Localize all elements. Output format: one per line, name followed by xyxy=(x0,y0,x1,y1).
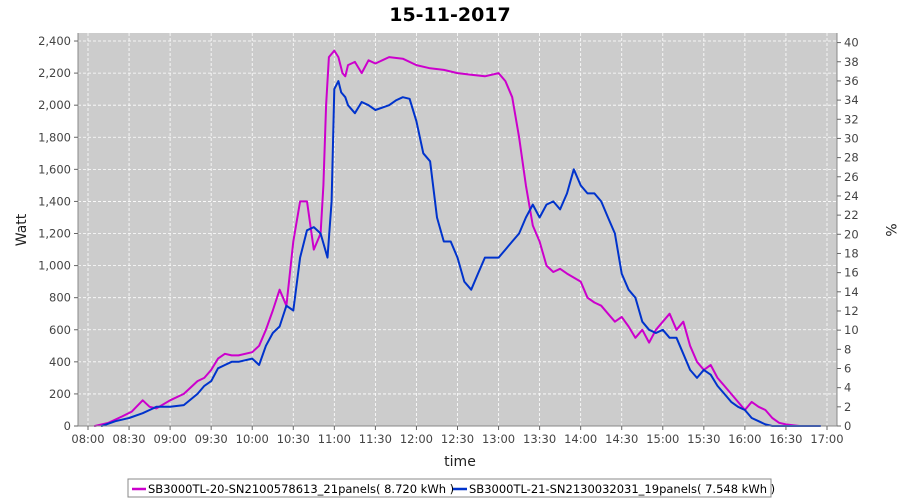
legend-label-series-2: SB3000TL-21-SN2130032031_19panels( 7.548… xyxy=(469,482,775,496)
y2-tick-label: 24 xyxy=(844,189,859,203)
chart-title: 15-11-2017 xyxy=(389,4,511,26)
y2-tick-label: 2 xyxy=(844,400,851,414)
y2-tick-label: 34 xyxy=(844,93,859,107)
series-line-2 xyxy=(100,80,822,427)
x-tick-label: 13:30 xyxy=(523,432,556,446)
y-tick-label: 1,000 xyxy=(38,259,71,273)
y2-tick-label: 22 xyxy=(844,208,859,222)
y-tick-label: 600 xyxy=(49,323,71,337)
legend: SB3000TL-20-SN2100578613_21panels( 8.720… xyxy=(127,478,775,498)
x-tick-label: 16:30 xyxy=(769,432,802,446)
x-tick-label: 09:30 xyxy=(195,432,228,446)
y2-tick-label: 8 xyxy=(844,342,851,356)
x-tick-label: 12:30 xyxy=(441,432,474,446)
y2-axis-label: % xyxy=(882,223,898,236)
y2-tick-label: 36 xyxy=(844,74,859,88)
grid-layer xyxy=(78,33,837,427)
x-tick-label: 09:00 xyxy=(154,432,187,446)
y-tick-label: 200 xyxy=(49,387,71,401)
x-tick-label: 14:00 xyxy=(564,432,597,446)
ticks-layer: 02004006008001,0001,2001,4001,6001,8002,… xyxy=(38,34,859,446)
x-tick-label: 10:00 xyxy=(236,432,269,446)
y2-tick-label: 20 xyxy=(844,227,859,241)
y2-tick-label: 30 xyxy=(844,131,859,145)
y-tick-label: 2,400 xyxy=(38,34,71,48)
y-tick-label: 800 xyxy=(49,291,71,305)
y2-tick-label: 16 xyxy=(844,266,859,280)
legend-label-series-1: SB3000TL-20-SN2100578613_21panels( 8.720… xyxy=(148,482,454,496)
x-tick-label: 08:00 xyxy=(71,432,104,446)
y2-tick-label: 32 xyxy=(844,112,859,126)
series-layer xyxy=(93,49,822,427)
y2-tick-label: 14 xyxy=(844,285,859,299)
y2-tick-label: 6 xyxy=(844,361,851,375)
y-tick-label: 1,600 xyxy=(38,162,71,176)
y2-tick-label: 28 xyxy=(844,151,859,165)
y-tick-label: 1,400 xyxy=(38,194,71,208)
y-tick-label: 400 xyxy=(49,355,71,369)
x-tick-label: 17:00 xyxy=(810,432,843,446)
x-tick-label: 10:30 xyxy=(277,432,310,446)
x-tick-label: 11:00 xyxy=(318,432,351,446)
y2-tick-label: 26 xyxy=(844,170,859,184)
x-tick-label: 15:00 xyxy=(646,432,679,446)
y-tick-label: 2,000 xyxy=(38,98,71,112)
x-tick-label: 12:00 xyxy=(400,432,433,446)
y-tick-label: 0 xyxy=(64,419,71,433)
y2-tick-label: 40 xyxy=(844,36,859,50)
x-tick-label: 14:30 xyxy=(605,432,638,446)
y-tick-label: 1,800 xyxy=(38,130,71,144)
y2-tick-label: 38 xyxy=(844,55,859,69)
y-tick-label: 1,200 xyxy=(38,227,71,241)
y2-tick-label: 0 xyxy=(844,419,851,433)
x-axis-label: time xyxy=(444,454,476,470)
x-tick-label: 08:30 xyxy=(112,432,145,446)
y2-tick-label: 4 xyxy=(844,381,851,395)
y2-tick-label: 10 xyxy=(844,323,859,337)
y2-tick-label: 18 xyxy=(844,246,859,260)
y-axis-label: Watt xyxy=(14,213,30,246)
x-tick-label: 13:00 xyxy=(482,432,515,446)
x-tick-label: 15:30 xyxy=(687,432,720,446)
y-tick-label: 2,200 xyxy=(38,66,71,80)
x-tick-label: 16:00 xyxy=(728,432,761,446)
legend-box xyxy=(127,478,772,498)
series-line-1 xyxy=(93,49,801,427)
x-tick-label: 11:30 xyxy=(359,432,392,446)
y2-tick-label: 12 xyxy=(844,304,859,318)
